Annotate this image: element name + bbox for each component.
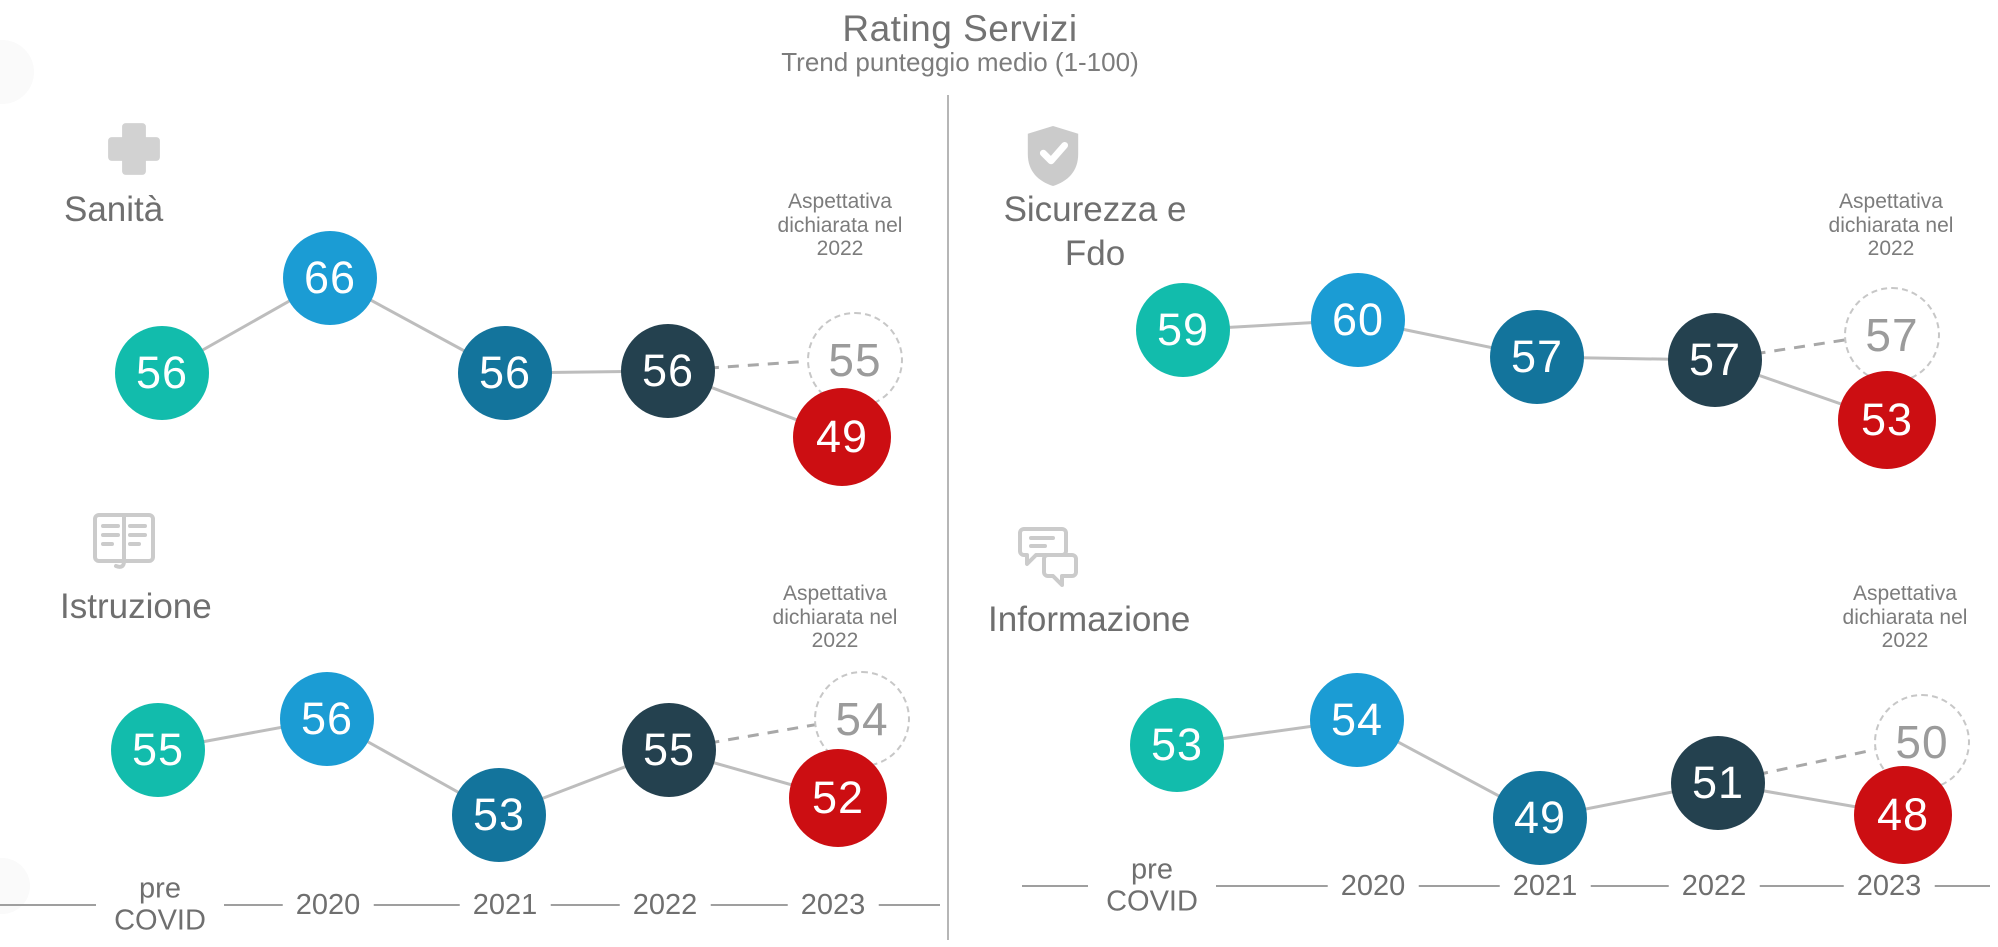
note-line: Aspettativa <box>788 190 892 213</box>
data-point-2022: 55 <box>622 703 716 797</box>
expectation-note-informazione: Aspettativa dichiarata nel 2022 <box>1770 582 1998 653</box>
note-line: 2022 <box>1867 237 1915 261</box>
data-point-2022: 56 <box>621 324 715 418</box>
panel-title-istruzione: Istruzione <box>60 587 212 626</box>
note-line: dichiarata nel <box>772 605 898 629</box>
expectation-note-istruzione: Aspettativa dichiarata nel 2022 <box>700 582 970 653</box>
x-axis-label-right-4: 2023 <box>1843 868 1935 904</box>
x-axis-label-left-4: 2023 <box>787 887 879 923</box>
data-point-2022: 51 <box>1671 736 1765 830</box>
note-line: dichiarata nel <box>1828 213 1954 237</box>
data-point-pre-covid: 55 <box>111 703 205 797</box>
data-point-2023: 49 <box>793 388 891 486</box>
chat-bubbles-icon <box>1014 524 1088 597</box>
expectation-connector-line <box>1717 738 1921 785</box>
data-point-2021: 53 <box>452 768 546 862</box>
shield-check-icon <box>1022 122 1084 195</box>
note-line: Aspettativa <box>783 582 887 605</box>
x-axis-label-left-3: 2022 <box>619 887 711 923</box>
x-axis-label-right-1: 2020 <box>1327 868 1419 904</box>
page-subtitle: Trend punteggio medio (1-100) <box>781 47 1139 77</box>
data-point-2020: 66 <box>283 231 377 325</box>
note-line: Aspettativa <box>1839 190 1943 213</box>
data-point-2021: 57 <box>1490 310 1584 404</box>
note-line: dichiarata nel <box>777 213 903 237</box>
note-line: dichiarata nel <box>1842 605 1968 629</box>
health-cross-icon <box>105 120 163 183</box>
data-point-2023: 53 <box>1838 371 1936 469</box>
data-point-2020: 60 <box>1311 273 1405 367</box>
note-line: Aspettativa <box>1853 582 1957 605</box>
x-axis-label-left-0: pre COVID <box>96 871 224 939</box>
expectation-note-sanita: Aspettativa dichiarata nel 2022 <box>705 190 975 261</box>
note-line: 2022 <box>1881 629 1929 653</box>
note-line: 2022 <box>816 237 864 261</box>
panel-title-sicurezza: Sicurezza e Fdo <box>1003 190 1187 273</box>
x-axis-label-right-3: 2022 <box>1668 868 1760 904</box>
data-point-pre-covid: 59 <box>1136 283 1230 377</box>
vertical-divider <box>947 95 949 940</box>
panel-title-sanita: Sanità <box>64 190 164 229</box>
x-axis-label-right-2: 2021 <box>1499 868 1591 904</box>
data-point-pre-covid: 53 <box>1130 698 1224 792</box>
expectation-point-1: 57 <box>1844 287 1940 383</box>
x-axis-label-left-2: 2021 <box>459 887 551 923</box>
x-axis-label-right-0: pre COVID <box>1088 852 1216 920</box>
data-point-2022: 57 <box>1668 313 1762 407</box>
note-line: 2022 <box>811 629 859 653</box>
page-title: Rating Servizi <box>842 8 1078 49</box>
data-point-2023: 52 <box>789 749 887 847</box>
expectation-note-sicurezza: Aspettativa dichiarata nel 2022 <box>1756 190 1998 261</box>
open-book-icon <box>90 510 158 579</box>
data-point-2020: 56 <box>280 672 374 766</box>
x-axis-label-left-1: 2020 <box>282 887 374 923</box>
data-point-2021: 56 <box>458 326 552 420</box>
data-point-2021: 49 <box>1493 771 1587 865</box>
panel-title-informazione: Informazione <box>988 600 1191 639</box>
data-point-pre-covid: 56 <box>115 326 209 420</box>
data-point-2020: 54 <box>1310 673 1404 767</box>
data-point-2023: 48 <box>1854 766 1952 864</box>
